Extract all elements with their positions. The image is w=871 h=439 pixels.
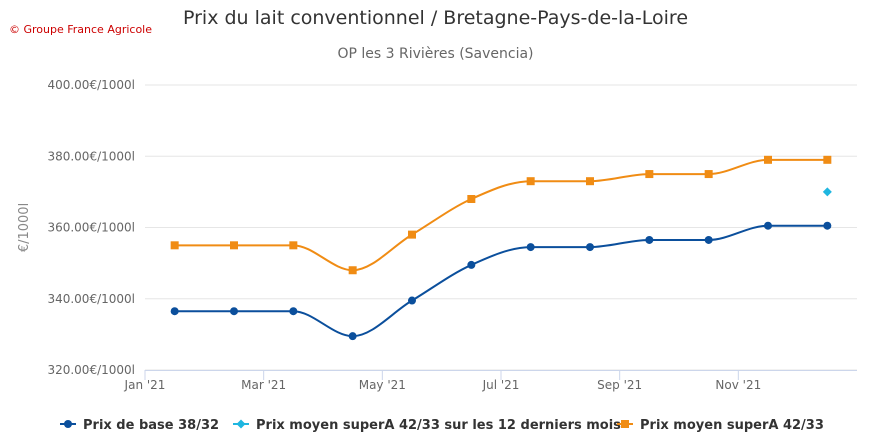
data-point	[526, 177, 535, 186]
y-tick-label: 380.00€/1000l	[47, 149, 135, 163]
data-point	[408, 230, 416, 239]
data-point	[645, 235, 654, 244]
legend-marker	[236, 419, 246, 429]
y-tick-label: 360.00€/1000l	[47, 221, 135, 235]
y-tick-label: 340.00€/1000l	[47, 292, 135, 306]
data-point	[467, 260, 476, 269]
data-point	[526, 243, 535, 252]
y-tick-label: 400.00€/1000l	[47, 78, 135, 92]
data-point	[348, 266, 357, 275]
y-tick-label: 320.00€/1000l	[47, 363, 135, 377]
data-point	[170, 241, 179, 250]
x-tick-label: May '21	[359, 378, 406, 392]
data-point	[467, 195, 476, 203]
x-tick-label: Nov '21	[715, 378, 761, 392]
data-point	[704, 170, 713, 179]
data-point	[823, 155, 832, 164]
data-point	[645, 170, 654, 179]
data-point	[764, 221, 772, 230]
x-tick-label: Jan '21	[124, 378, 166, 392]
series-line	[174, 224, 828, 338]
data-point	[823, 221, 832, 230]
x-tick-label: Mar '21	[241, 378, 286, 392]
legend-label: Prix de base 38/32	[83, 418, 219, 433]
legend-marker	[64, 420, 72, 428]
data-point	[289, 307, 298, 316]
legend-label: Prix moyen superA 42/33	[640, 418, 824, 433]
x-tick-label: Sep '21	[597, 378, 642, 392]
legend-label: Prix moyen superA 42/33 sur les 12 derni…	[256, 418, 621, 433]
copyright-notice: © Groupe France Agricole	[9, 23, 153, 36]
data-point	[822, 187, 832, 197]
data-point	[704, 235, 713, 244]
legend-marker	[621, 420, 629, 428]
data-point	[170, 307, 179, 316]
chart-title: Prix du lait conventionnel / Bretagne-Pa…	[182, 7, 689, 29]
data-point	[230, 241, 238, 250]
y-axis-title: €/1000l	[17, 203, 32, 252]
data-point	[764, 155, 772, 164]
data-point	[586, 177, 594, 186]
data-point	[408, 296, 416, 305]
chart-subtitle: OP les 3 Rivières (Savencia)	[337, 46, 534, 62]
data-point	[289, 241, 298, 250]
data-point	[348, 332, 357, 341]
data-point	[586, 243, 594, 252]
x-tick-label: Jul '21	[482, 378, 520, 392]
data-point	[230, 307, 238, 316]
